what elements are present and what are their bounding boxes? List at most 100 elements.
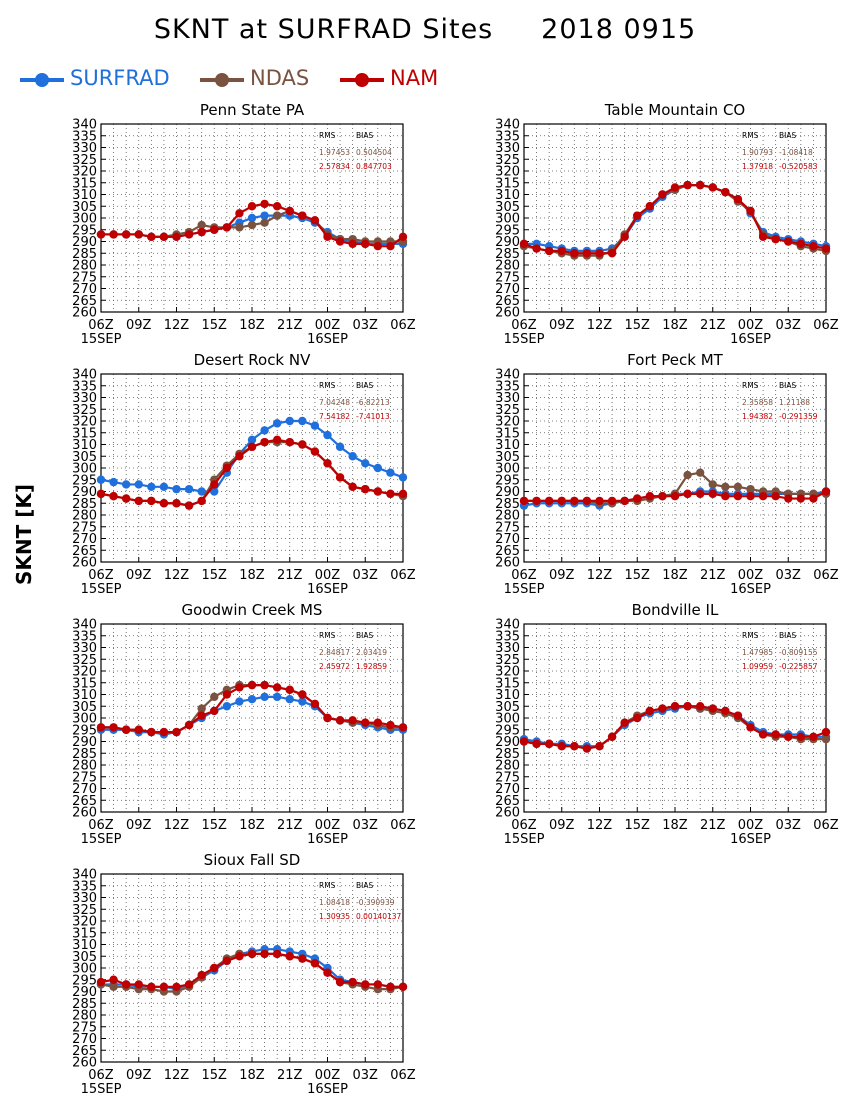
y-tick-label: 325 — [72, 903, 97, 918]
data-point-surfrad — [260, 426, 269, 435]
data-point-nam — [607, 732, 617, 741]
x-tick-label: 06Z — [390, 818, 416, 833]
stats-rms-value: 1.09959 — [742, 662, 773, 671]
x-tick-label: 06Z — [390, 318, 416, 333]
x-tick-label: 06Z — [390, 1068, 416, 1083]
data-point-nam — [159, 499, 169, 508]
y-tick-label: 335 — [72, 379, 97, 394]
data-point-nam — [298, 690, 307, 699]
data-point-nam — [210, 480, 219, 489]
data-point-ndas — [247, 220, 257, 230]
chart-panel: Goodwin Creek MS 260265270275280285290295… — [72, 601, 416, 847]
y-tick-label: 285 — [72, 997, 97, 1012]
y-tick-label: 330 — [495, 141, 520, 156]
x-tick-label: 06Z — [511, 318, 537, 333]
y-tick-label: 325 — [495, 653, 520, 668]
stats-rms-value: 1.90793 — [742, 148, 773, 157]
y-tick-label: 340 — [495, 368, 520, 383]
data-point-nam — [222, 956, 232, 966]
data-point-nam — [285, 952, 294, 961]
data-point-surfrad — [247, 435, 257, 444]
data-point-nam — [532, 496, 541, 506]
data-point-ndas — [197, 220, 206, 230]
y-tick-label: 265 — [495, 794, 520, 809]
data-point-surfrad — [323, 430, 332, 440]
y-tick-label: 320 — [72, 665, 97, 680]
data-point-nam — [109, 492, 118, 501]
y-tick-label: 295 — [72, 223, 97, 238]
data-point-nam — [109, 723, 118, 732]
data-point-nam — [272, 949, 282, 959]
y-tick-label: 310 — [72, 438, 97, 453]
data-point-surfrad — [121, 480, 131, 489]
legend-swatch-surfrad — [20, 73, 64, 87]
y-tick-label: 320 — [72, 415, 97, 430]
x-tick-label: 06Z — [88, 568, 114, 583]
data-point-nam — [348, 977, 357, 987]
stats-header-bias: BIAS — [356, 131, 373, 140]
x-tick-label: 12Z — [164, 318, 190, 333]
chart-panel: Fort Peck MT2602652702752802852902953003… — [495, 351, 839, 597]
data-point-nam — [285, 206, 294, 216]
y-tick-label: 325 — [72, 403, 97, 418]
data-point-surfrad — [285, 695, 294, 704]
y-tick-label: 330 — [495, 391, 520, 406]
data-point-nam — [323, 968, 332, 977]
data-point-nam — [595, 249, 604, 258]
data-point-nam — [771, 234, 780, 244]
y-tick-label: 295 — [72, 973, 97, 988]
y-tick-label: 320 — [495, 165, 520, 180]
y-tick-label: 300 — [72, 712, 97, 727]
data-point-nam — [222, 223, 232, 232]
data-point-nam — [771, 492, 780, 501]
data-point-surfrad — [159, 482, 169, 491]
y-tick-label: 290 — [72, 235, 97, 250]
y-tick-label: 305 — [495, 450, 520, 465]
data-point-nam — [247, 202, 257, 211]
x-tick-label: 15Z — [625, 318, 651, 333]
chart-panel: Penn State PA 260265270275280285290295300… — [72, 101, 416, 347]
y-tick-label: 315 — [72, 426, 97, 441]
y-tick-label: 325 — [495, 153, 520, 168]
y-tick-label: 335 — [72, 129, 97, 144]
data-point-nam — [758, 492, 768, 501]
y-tick-label: 315 — [495, 426, 520, 441]
data-point-surfrad — [96, 475, 106, 484]
data-point-nam — [570, 249, 579, 258]
x-tick-label: 09Z — [126, 818, 152, 833]
data-point-nam — [595, 496, 604, 506]
data-point-nam — [184, 720, 194, 730]
data-point-nam — [532, 244, 541, 253]
data-point-nam — [670, 492, 680, 501]
data-point-nam — [361, 484, 370, 494]
stats-rms-value: 2.45972 — [319, 662, 350, 671]
x-date-label: 16SEP — [730, 582, 771, 597]
data-point-nam — [197, 970, 206, 980]
plot-frame — [523, 123, 827, 313]
stats-bias-value: 2.03419 — [356, 648, 387, 657]
y-tick-label: 325 — [495, 403, 520, 418]
y-tick-label: 305 — [72, 700, 97, 715]
data-point-nam — [670, 702, 680, 711]
data-point-nam — [809, 242, 818, 251]
y-tick-label: 340 — [72, 868, 97, 883]
y-tick-label: 290 — [72, 985, 97, 1000]
data-point-surfrad — [260, 692, 269, 702]
data-point-nam — [758, 730, 768, 739]
stats-rms-value: 7.04248 — [319, 398, 350, 407]
y-tick-label: 335 — [495, 129, 520, 144]
x-tick-label: 06Z — [511, 818, 537, 833]
y-tick-label: 335 — [72, 629, 97, 644]
y-tick-label: 270 — [72, 782, 97, 797]
data-point-nam — [147, 232, 156, 241]
data-point-surfrad — [184, 484, 194, 494]
data-point-ndas — [695, 468, 705, 477]
data-point-nam — [733, 492, 743, 501]
x-tick-label: 15Z — [202, 568, 228, 583]
y-tick-label: 270 — [72, 1032, 97, 1047]
data-point-nam — [386, 242, 395, 251]
data-point-nam — [147, 982, 156, 991]
series-line-nam — [523, 184, 827, 255]
data-point-surfrad — [247, 695, 257, 704]
data-point-nam — [373, 487, 383, 496]
